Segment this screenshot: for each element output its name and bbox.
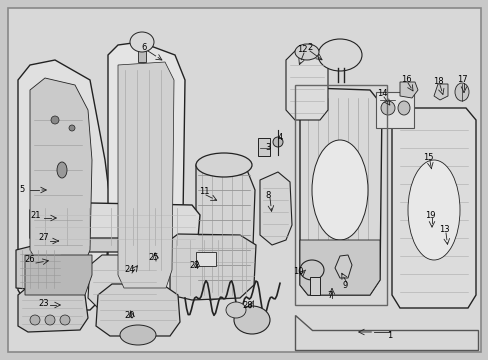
Polygon shape	[299, 88, 381, 295]
Text: 18: 18	[432, 77, 443, 86]
Ellipse shape	[397, 101, 409, 115]
Polygon shape	[399, 82, 417, 98]
Text: 17: 17	[456, 76, 467, 85]
Text: 15: 15	[422, 153, 432, 162]
Text: 8: 8	[265, 190, 270, 199]
Text: 1: 1	[386, 330, 392, 339]
Polygon shape	[196, 155, 254, 300]
Text: 22: 22	[189, 261, 200, 270]
Polygon shape	[25, 255, 92, 295]
Polygon shape	[30, 78, 92, 270]
Polygon shape	[88, 255, 160, 310]
Text: 12: 12	[296, 45, 306, 54]
Polygon shape	[170, 234, 256, 300]
Polygon shape	[260, 172, 291, 245]
Ellipse shape	[225, 302, 245, 318]
Text: 13: 13	[438, 225, 448, 234]
Text: 9: 9	[342, 280, 347, 289]
Ellipse shape	[69, 125, 75, 131]
Polygon shape	[294, 315, 477, 350]
Text: 25: 25	[148, 253, 159, 262]
Text: 3: 3	[265, 144, 270, 153]
Ellipse shape	[407, 160, 459, 260]
Polygon shape	[299, 240, 379, 295]
Text: 20: 20	[124, 310, 135, 320]
Bar	[138, 42, 146, 62]
Polygon shape	[334, 255, 351, 278]
Ellipse shape	[299, 260, 324, 280]
Text: 6: 6	[141, 44, 146, 53]
Polygon shape	[285, 50, 327, 120]
Ellipse shape	[120, 325, 156, 345]
Ellipse shape	[380, 101, 394, 115]
Ellipse shape	[311, 140, 367, 240]
Text: 23: 23	[39, 298, 49, 307]
Text: 5: 5	[20, 185, 24, 194]
Polygon shape	[118, 62, 174, 288]
Polygon shape	[391, 108, 475, 308]
Text: 21: 21	[31, 211, 41, 220]
Polygon shape	[18, 60, 110, 310]
Bar	[294, 85, 386, 305]
Text: 24: 24	[124, 266, 135, 274]
Bar	[309, 277, 319, 295]
Text: 4: 4	[277, 134, 282, 143]
Text: 2: 2	[307, 44, 312, 53]
Polygon shape	[30, 202, 200, 248]
Text: 26: 26	[24, 256, 35, 265]
Polygon shape	[36, 238, 180, 252]
Text: 10: 10	[292, 267, 303, 276]
Text: 28: 28	[242, 301, 253, 310]
Ellipse shape	[234, 306, 269, 334]
Bar	[375, 92, 413, 128]
Ellipse shape	[196, 153, 251, 177]
Polygon shape	[18, 284, 88, 332]
Ellipse shape	[57, 162, 67, 178]
Text: 16: 16	[400, 76, 410, 85]
Ellipse shape	[51, 116, 59, 124]
Ellipse shape	[454, 83, 468, 101]
Polygon shape	[16, 242, 68, 292]
Bar	[258, 138, 269, 156]
Ellipse shape	[294, 44, 318, 60]
Polygon shape	[433, 84, 447, 100]
Text: 14: 14	[376, 90, 386, 99]
Ellipse shape	[30, 315, 40, 325]
Ellipse shape	[45, 315, 55, 325]
Polygon shape	[96, 284, 180, 336]
Text: 27: 27	[39, 234, 49, 243]
Text: 7: 7	[326, 291, 332, 300]
Ellipse shape	[60, 315, 70, 325]
Bar	[196, 252, 216, 266]
Polygon shape	[108, 42, 184, 305]
Ellipse shape	[272, 137, 283, 147]
Ellipse shape	[317, 39, 361, 71]
Ellipse shape	[130, 32, 154, 52]
Text: 11: 11	[198, 188, 209, 197]
Text: 19: 19	[424, 211, 434, 220]
